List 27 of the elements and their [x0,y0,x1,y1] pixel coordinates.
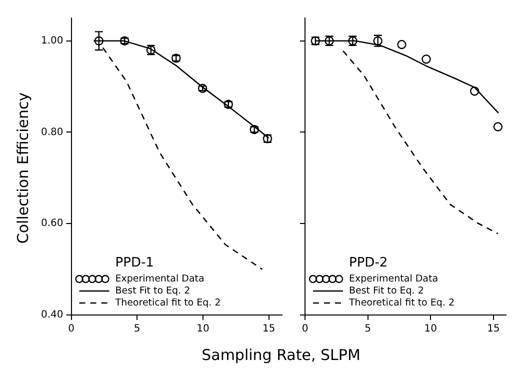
x-tick-label: 0 [302,324,308,335]
y-tick-label: 0.80 [41,126,64,138]
point [397,40,406,50]
legend-label: Theoretical fit to Eq. 2 [348,297,454,308]
legend-label: Experimental Data [115,273,204,284]
y-tick-label: 1.00 [41,35,64,46]
x-tick-label: 10 [196,324,210,335]
legend-label: Best Fit to Eq. 2 [349,285,424,296]
legend-label: Experimental Data [349,273,438,284]
x-tick-label: 15 [262,324,276,335]
x-tick-label: 5 [364,324,371,335]
point [94,36,104,46]
x-tick-label: 0 [68,324,74,335]
x-tick-label: 5 [134,324,140,335]
x-tick-label: 10 [424,324,437,335]
point [493,122,503,132]
legend-title: PPD-2 [349,255,388,270]
legend-label: Best Fit to Eq. 2 [115,285,190,296]
legend-title: PPD-1 [115,255,154,270]
x-tick-label: 15 [487,324,500,335]
point [422,54,431,64]
point [470,86,480,96]
y-tick-label: 0.60 [41,218,64,230]
y-axis-title: Collection Efficiency [14,92,32,244]
legend-label: Theoretical fit to Eq. 2 [114,297,221,308]
x-axis-title: Sampling Rate, SLPM [200,346,362,364]
y-tick-label: 0.40 [41,310,64,321]
